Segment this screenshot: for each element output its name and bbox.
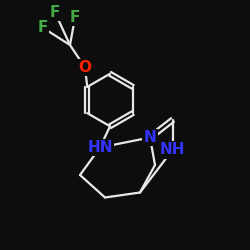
Text: HN: HN — [87, 140, 113, 155]
Text: F: F — [37, 20, 48, 35]
Text: O: O — [78, 60, 92, 75]
Text: F: F — [70, 10, 80, 25]
Text: F: F — [50, 5, 60, 20]
Text: N: N — [144, 130, 156, 145]
Text: NH: NH — [160, 142, 185, 158]
